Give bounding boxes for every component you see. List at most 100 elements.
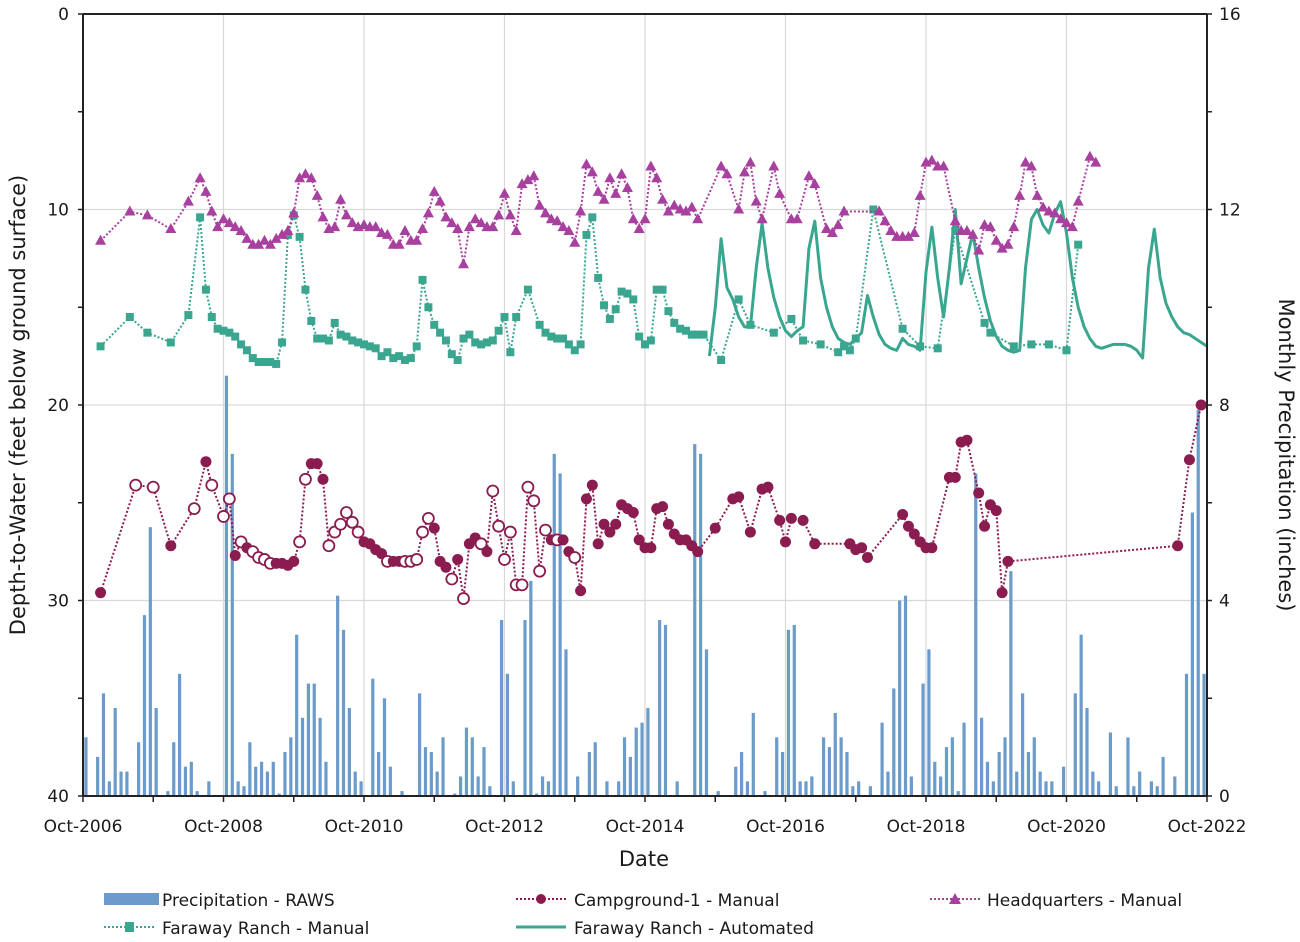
campground-point-hollow xyxy=(345,515,359,529)
faraway-manual-point xyxy=(933,344,942,353)
faraway-manual-point xyxy=(365,342,374,351)
campground-point-hollow xyxy=(421,511,435,525)
campground-point-hollow xyxy=(217,510,230,523)
headquarters-point xyxy=(926,154,938,165)
headquarters-point xyxy=(756,213,768,224)
campground-point xyxy=(633,534,645,546)
faraway-manual-point xyxy=(1027,340,1036,349)
precipitation-bar xyxy=(295,634,299,796)
precipitation-bar xyxy=(441,737,445,796)
campground-point xyxy=(604,526,616,538)
gridlines xyxy=(83,14,1207,796)
precipitation-bar xyxy=(488,786,492,796)
headquarters-point xyxy=(791,213,803,224)
headquarters-point xyxy=(774,187,786,198)
faraway-manual-point xyxy=(301,285,310,294)
precipitation-bar xyxy=(1079,634,1083,796)
headquarters-point xyxy=(569,236,581,247)
faraway-manual-point xyxy=(553,334,562,343)
precipitation-bar xyxy=(84,737,88,796)
precipitation-bar xyxy=(1196,409,1200,796)
precipitation-bar xyxy=(1044,781,1048,796)
faraway-manual-point xyxy=(699,330,708,339)
faraway-manual-point xyxy=(125,313,134,322)
precipitation-bar xyxy=(734,766,738,796)
legend-marker-faraway-manual xyxy=(125,922,134,932)
legend-label-faraway-manual: Faraway Ranch - Manual xyxy=(162,919,369,939)
headquarters-point xyxy=(668,199,680,210)
campground-point xyxy=(785,512,797,524)
y2-tick-label: 12 xyxy=(1219,201,1241,221)
x-tick-label: Oct-2014 xyxy=(606,817,685,837)
faraway-manual-point xyxy=(96,342,105,351)
precipitation-bar xyxy=(1132,786,1136,796)
precipitation-bar xyxy=(265,771,270,796)
headquarters-point xyxy=(346,217,358,228)
headquarters-point xyxy=(200,185,212,196)
faraway-manual-point xyxy=(272,359,281,368)
headquarters-point xyxy=(1084,150,1096,161)
campground-point-hollow xyxy=(539,523,552,537)
faraway-manual-point xyxy=(670,318,679,327)
headquarters-point xyxy=(803,170,815,181)
campground-point xyxy=(662,518,674,530)
headquarters-point xyxy=(610,187,622,198)
precipitation-bar xyxy=(716,791,720,796)
faraway-manual-point xyxy=(201,285,210,294)
faraway-manual-point xyxy=(184,311,193,320)
precipitation-bar xyxy=(388,766,392,796)
precipitation-bar xyxy=(1097,781,1101,796)
headquarters-point xyxy=(1090,156,1102,167)
faraway-manual-point xyxy=(676,324,685,333)
campground-point-hollow xyxy=(351,525,365,539)
headquarters-point xyxy=(1049,207,1061,218)
headquarters-point xyxy=(264,238,276,249)
precipitation-bar xyxy=(142,615,147,796)
legend-marker-campground xyxy=(536,894,546,904)
precipitation-bar xyxy=(1184,673,1189,796)
headquarters-point xyxy=(979,219,991,230)
faraway-manual-line xyxy=(99,209,1080,366)
precipitation-bar xyxy=(1073,693,1077,796)
headquarters-point xyxy=(299,168,311,179)
headquarters-point xyxy=(1037,201,1049,212)
headquarters-point xyxy=(885,225,897,236)
headquarters-point xyxy=(335,193,347,204)
precipitation-bar xyxy=(1050,781,1054,796)
precipitation-bar xyxy=(347,708,351,796)
y-tick-label: 0 xyxy=(58,5,69,25)
headquarters-point xyxy=(528,170,540,181)
precipitation-bar xyxy=(1026,752,1031,796)
headquarters-point xyxy=(1031,189,1043,200)
headquarters-point xyxy=(680,205,692,216)
precipitation-bar xyxy=(418,693,422,796)
headquarters-point xyxy=(522,174,534,185)
headquarters-point xyxy=(715,160,727,171)
headquarters-point xyxy=(182,195,194,206)
precipitation-bar xyxy=(382,698,387,796)
headquarters-point xyxy=(422,207,434,218)
precipitation-bar xyxy=(535,793,539,796)
axes xyxy=(78,13,1212,802)
legend-item-headquarters: Headquarters - Manual xyxy=(930,891,1182,911)
x-tick-label: Oct-2006 xyxy=(44,817,123,837)
precipitation-bar xyxy=(1149,781,1153,796)
headquarters-point xyxy=(902,230,914,241)
headquarters-point xyxy=(645,160,657,171)
headquarters-point xyxy=(598,193,610,204)
precipitation-bar xyxy=(1161,756,1165,796)
headquarters-point xyxy=(504,209,516,220)
precipitation-bar xyxy=(230,453,234,796)
headquarters-point xyxy=(1020,156,1032,167)
faraway-manual-point xyxy=(207,313,216,322)
x-tick-label: Oct-2008 xyxy=(184,817,263,837)
x-tick-label: Oct-2012 xyxy=(465,817,544,837)
precipitation-bar xyxy=(242,786,246,796)
campground-point-hollow xyxy=(334,517,347,531)
faraway-manual-point xyxy=(594,273,603,282)
precipitation-bar xyxy=(1009,571,1013,796)
campground-point xyxy=(317,473,329,485)
faraway-manual-point xyxy=(664,307,673,316)
precipitation-bar xyxy=(529,580,533,796)
headquarters-point xyxy=(879,215,891,226)
